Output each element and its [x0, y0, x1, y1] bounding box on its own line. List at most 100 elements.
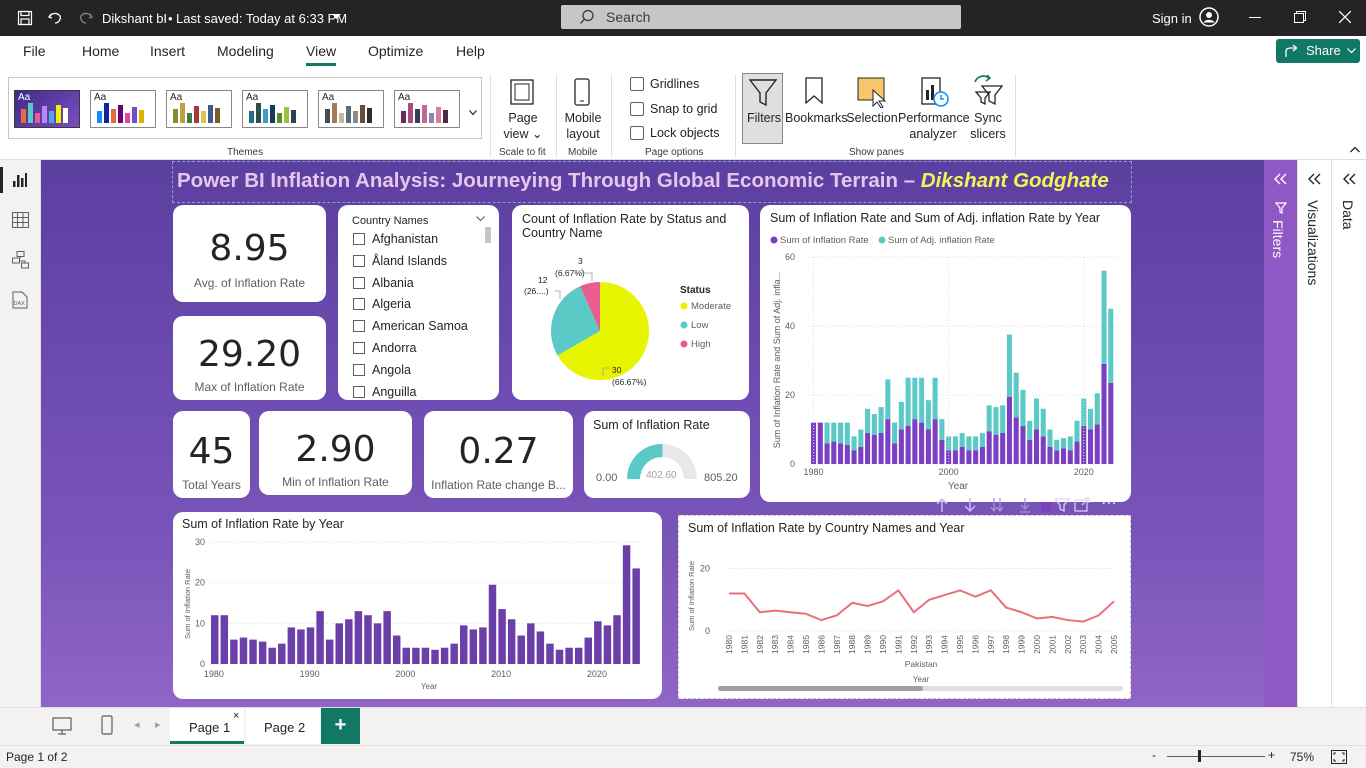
scrollbar-thumb[interactable]: [718, 686, 923, 691]
close-icon[interactable]: [1339, 11, 1351, 23]
pie-chart[interactable]: 30 (66.67%) 12(26....) 3 (6.67%) Status Modera…: [512, 205, 749, 400]
slicer-item[interactable]: Anguilla: [353, 385, 416, 399]
mobile-layout-icon[interactable]: [101, 715, 113, 735]
zoom-in-button[interactable]: +: [1268, 748, 1276, 762]
slicer-item[interactable]: Angola: [353, 363, 411, 377]
more-options-icon[interactable]: ⋯: [1101, 495, 1117, 512]
theme-4[interactable]: Aa: [242, 90, 308, 128]
selection-button[interactable]: Selection: [846, 111, 898, 125]
expand-all-icon[interactable]: [989, 497, 1005, 513]
close-icon[interactable]: ×: [233, 710, 240, 722]
slicer-scrollbar[interactable]: [485, 227, 491, 243]
country-slicer[interactable]: Country Names Afghanistan Åland Islands …: [338, 205, 499, 400]
scroll-left-icon[interactable]: ◂: [134, 719, 140, 731]
snap-to-grid-checkbox[interactable]: Snap to grid: [630, 102, 717, 116]
theme-5[interactable]: Aa: [318, 90, 384, 128]
zoom-slider[interactable]: [1167, 756, 1265, 757]
stacked-bar-chart[interactable]: Sum of Inflation Rate Sum of Adj. inflati…: [760, 205, 1131, 502]
expand-left-icon[interactable]: [1274, 173, 1288, 185]
slicer-item[interactable]: Algeria: [353, 297, 411, 311]
theme-6[interactable]: Aa: [394, 90, 460, 128]
theme-2[interactable]: Aa: [90, 90, 156, 128]
chevron-down-icon[interactable]: [469, 110, 477, 116]
report-canvas[interactable]: Power BI Inflation Analysis: Journeying …: [41, 160, 1264, 707]
focus-mode-icon[interactable]: [1074, 497, 1090, 513]
lock-objects-checkbox[interactable]: Lock objects: [630, 126, 719, 140]
sign-in-link[interactable]: Sign in: [1152, 11, 1192, 26]
theme-3[interactable]: Aa: [166, 90, 232, 128]
avg-inflation-card[interactable]: 8.95 Avg. of Inflation Rate: [173, 205, 326, 302]
pie-chart-card[interactable]: Count of Inflation Rate by Status and Co…: [512, 205, 749, 400]
page-view-icon[interactable]: [507, 77, 537, 107]
scroll-right-icon[interactable]: ▸: [155, 719, 161, 731]
filters-pane[interactable]: Filters: [1264, 160, 1297, 707]
restore-icon[interactable]: [1294, 11, 1306, 23]
slicer-item[interactable]: Albania: [353, 276, 414, 290]
bookmarks-button[interactable]: Bookmarks: [785, 111, 848, 125]
data-pane[interactable]: Data: [1331, 160, 1366, 707]
chevron-down-icon[interactable]: [332, 14, 341, 20]
min-inflation-card[interactable]: 2.90 Min of Inflation Rate: [259, 411, 412, 495]
tab-modeling[interactable]: Modeling: [217, 43, 274, 59]
drill-down-icon[interactable]: [962, 497, 978, 513]
visualizations-pane[interactable]: Visualizations: [1297, 160, 1331, 707]
drill-up-icon[interactable]: [934, 497, 950, 513]
share-button[interactable]: Share: [1276, 39, 1360, 63]
gridlines-checkbox[interactable]: Gridlines: [630, 77, 699, 91]
table-view-icon[interactable]: [12, 212, 29, 228]
performance-analyzer-button[interactable]: Performance analyzer: [898, 111, 970, 141]
max-inflation-card[interactable]: 29.20 Max of Inflation Rate: [173, 316, 326, 400]
title-textbox[interactable]: Power BI Inflation Analysis: Journeying …: [172, 161, 1132, 203]
save-icon[interactable]: [17, 10, 33, 26]
bar-segment: [824, 422, 830, 444]
inflation-change-card[interactable]: 0.27 Inflation Rate change B...: [424, 411, 573, 498]
expand-left-icon[interactable]: [1343, 173, 1357, 185]
horizontal-scrollbar[interactable]: [718, 686, 1123, 691]
tab-home[interactable]: Home: [82, 43, 120, 59]
slicer-item[interactable]: American Samoa: [353, 319, 468, 333]
tab-view[interactable]: View: [306, 43, 337, 66]
zoom-thumb[interactable]: [1198, 750, 1201, 762]
tab-optimize[interactable]: Optimize: [368, 43, 424, 59]
model-view-icon[interactable]: [12, 251, 29, 269]
theme-1[interactable]: Aa: [14, 90, 80, 128]
slicer-item[interactable]: Afghanistan: [353, 232, 438, 246]
minimize-icon[interactable]: [1249, 17, 1261, 19]
mobile-layout-icon[interactable]: [572, 77, 592, 107]
tab-insert[interactable]: Insert: [150, 43, 186, 59]
tab-help[interactable]: Help: [456, 43, 485, 59]
dax-query-view-icon[interactable]: DAX: [11, 291, 29, 309]
undo-icon[interactable]: [47, 10, 63, 26]
stacked-bar-chart-card[interactable]: Sum of Inflation Rate and Sum of Adj. in…: [760, 205, 1131, 502]
tab-file[interactable]: File: [23, 43, 46, 59]
page-tab-1[interactable]: Page 1 ×: [170, 708, 244, 744]
fit-to-page-icon[interactable]: [1331, 750, 1347, 764]
add-page-button[interactable]: +: [321, 708, 360, 744]
line-chart[interactable]: 0 20 1980 1981 1982 1983 1984 1985 1986 1987 1988 1…: [679, 516, 1132, 700]
zoom-out-button[interactable]: -: [1152, 748, 1156, 762]
report-view-icon[interactable]: [12, 172, 28, 188]
filter-icon[interactable]: [1054, 497, 1070, 513]
gauge-chart[interactable]: 0.00 402.60 805.20: [584, 411, 750, 498]
desktop-layout-icon[interactable]: [52, 717, 72, 735]
search-box[interactable]: Search: [561, 5, 961, 29]
page-view-button[interactable]: Page view ⌄: [503, 111, 543, 141]
snap-label: Snap to grid: [650, 102, 718, 116]
total-years-card[interactable]: 45 Total Years: [173, 411, 250, 498]
redo-icon[interactable]: [78, 10, 94, 26]
filters-pane-button[interactable]: Filters: [742, 73, 783, 144]
gauge-card[interactable]: Sum of Inflation Rate 0.00 402.60 805.20: [584, 411, 750, 498]
expand-left-icon[interactable]: [1308, 173, 1322, 185]
collapse-ribbon-icon[interactable]: [1350, 146, 1360, 153]
page-tab-2[interactable]: Page 2: [246, 708, 320, 744]
slicer-item[interactable]: Åland Islands: [353, 254, 447, 268]
line-chart-card[interactable]: Sum of Inflation Rate by Country Names a…: [678, 515, 1131, 699]
sync-slicers-button[interactable]: Sync slicers: [970, 111, 1006, 141]
bar-chart-card[interactable]: Sum of Inflation Rate by Year 0 10 20 30 198…: [173, 512, 662, 699]
account-icon[interactable]: [1199, 7, 1219, 27]
mobile-layout-button[interactable]: Mobile layout: [564, 111, 602, 141]
slicer-item[interactable]: Andorra: [353, 341, 416, 355]
chevron-down-icon[interactable]: [476, 216, 485, 222]
expand-next-icon[interactable]: [1017, 497, 1033, 513]
